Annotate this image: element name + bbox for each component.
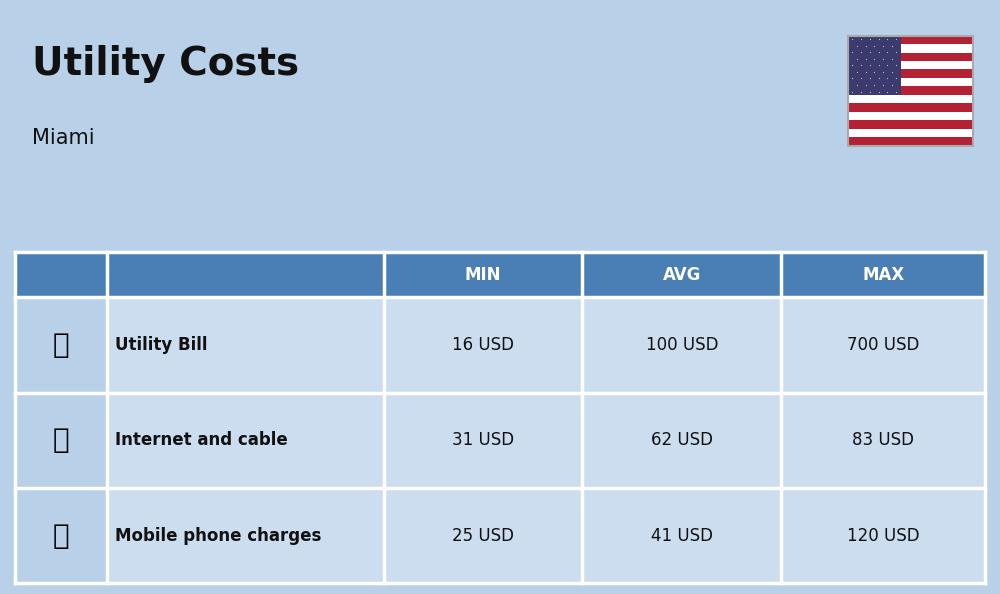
FancyBboxPatch shape (15, 488, 107, 583)
Text: Miami: Miami (32, 128, 95, 148)
FancyBboxPatch shape (848, 36, 973, 44)
Text: 🔧: 🔧 (53, 331, 69, 359)
FancyBboxPatch shape (15, 297, 107, 393)
FancyBboxPatch shape (15, 488, 985, 583)
FancyBboxPatch shape (848, 112, 973, 120)
Text: 41 USD: 41 USD (651, 527, 713, 545)
Text: AVG: AVG (663, 266, 701, 284)
Text: Utility Costs: Utility Costs (32, 45, 299, 83)
FancyBboxPatch shape (848, 120, 973, 129)
FancyBboxPatch shape (848, 129, 973, 137)
Text: Mobile phone charges: Mobile phone charges (115, 527, 321, 545)
Text: 25 USD: 25 USD (452, 527, 514, 545)
FancyBboxPatch shape (848, 61, 973, 69)
FancyBboxPatch shape (848, 36, 900, 95)
Text: 83 USD: 83 USD (852, 431, 914, 449)
Text: 📱: 📱 (53, 522, 69, 549)
FancyBboxPatch shape (15, 393, 985, 488)
Text: 📡: 📡 (53, 426, 69, 454)
FancyBboxPatch shape (848, 44, 973, 52)
FancyBboxPatch shape (15, 252, 985, 297)
FancyBboxPatch shape (15, 393, 107, 488)
Text: MAX: MAX (862, 266, 904, 284)
FancyBboxPatch shape (848, 137, 973, 146)
FancyBboxPatch shape (848, 95, 973, 103)
Text: 31 USD: 31 USD (452, 431, 514, 449)
Text: Internet and cable: Internet and cable (115, 431, 288, 449)
Text: MIN: MIN (465, 266, 501, 284)
FancyBboxPatch shape (848, 103, 973, 112)
FancyBboxPatch shape (848, 86, 973, 95)
Text: 16 USD: 16 USD (452, 336, 514, 354)
FancyBboxPatch shape (848, 69, 973, 78)
FancyBboxPatch shape (848, 52, 973, 61)
Text: 62 USD: 62 USD (651, 431, 713, 449)
Text: 100 USD: 100 USD (646, 336, 718, 354)
Text: Utility Bill: Utility Bill (115, 336, 207, 354)
FancyBboxPatch shape (15, 297, 985, 393)
Text: 120 USD: 120 USD (847, 527, 919, 545)
Text: 700 USD: 700 USD (847, 336, 919, 354)
FancyBboxPatch shape (848, 78, 973, 86)
